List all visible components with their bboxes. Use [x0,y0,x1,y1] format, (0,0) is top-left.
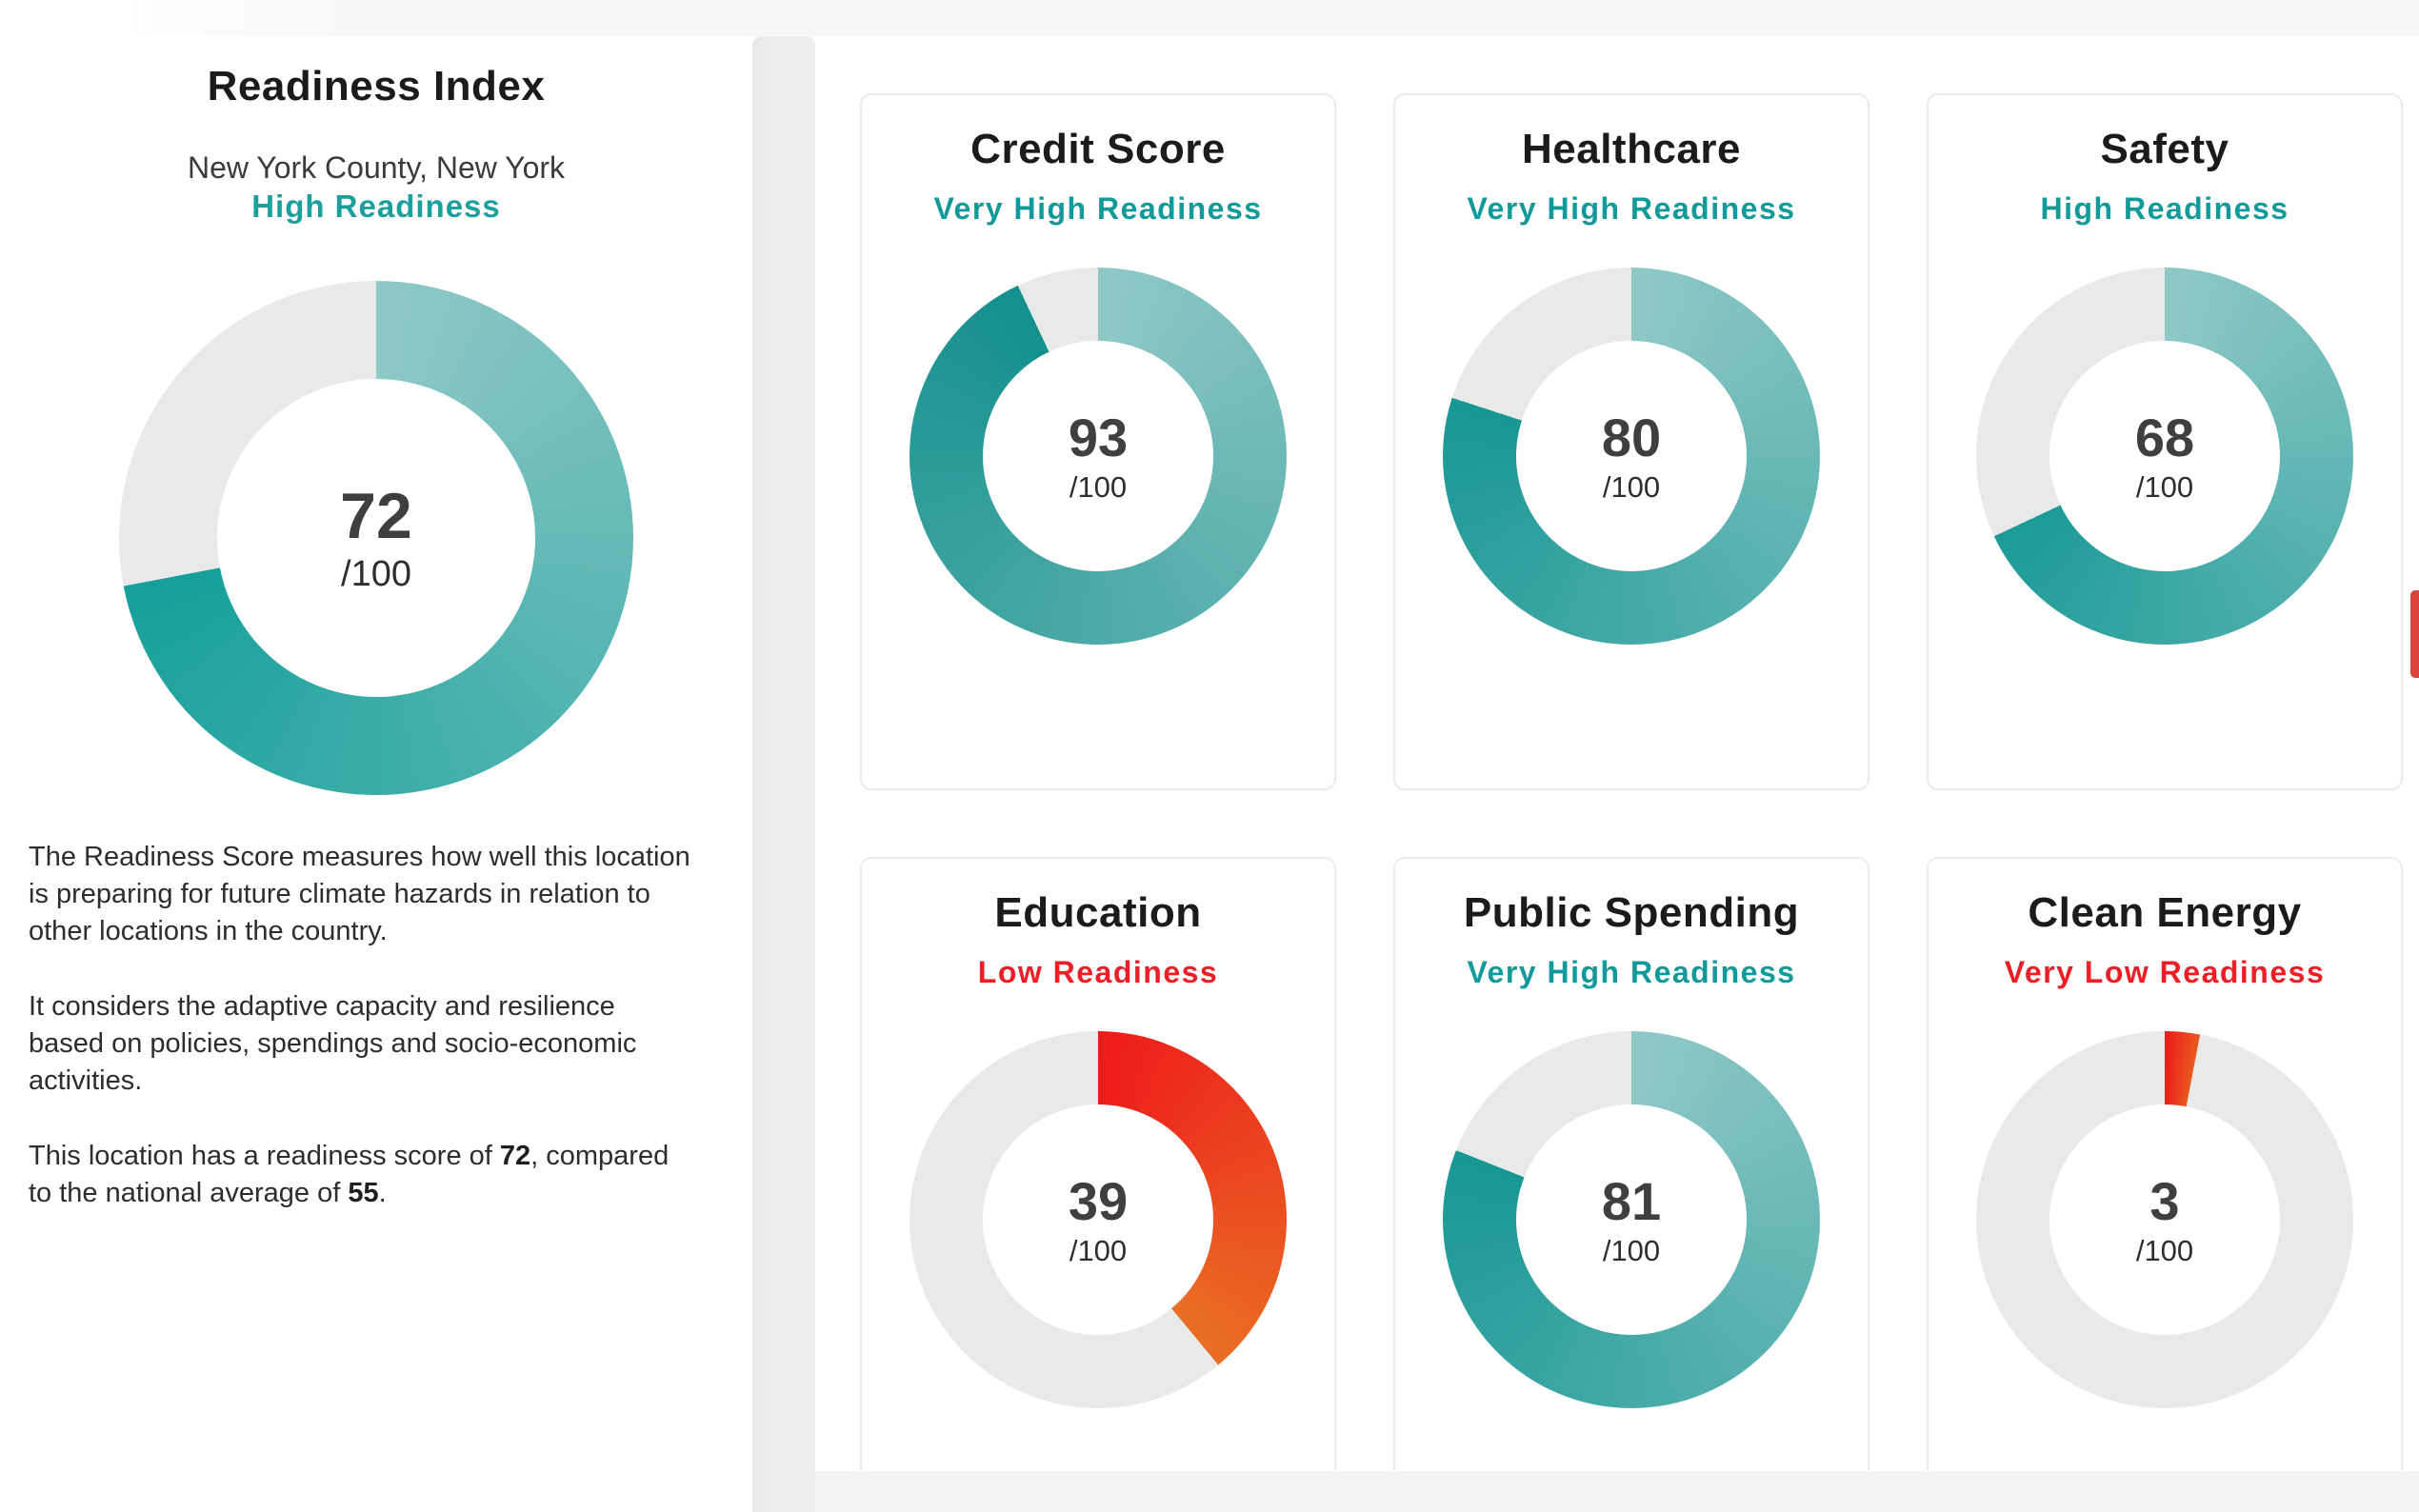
card-title: Healthcare [1521,126,1741,172]
gauge-score-value: 81 [1601,1170,1662,1231]
gauge-score: 93 /100 [910,268,1287,645]
card-status-label: High Readiness [2040,191,2289,226]
category-card-clean-energy: Clean Energy Very Low Readiness 3 /100 [1927,857,2403,1512]
gauge-score-value: 93 [1068,407,1129,468]
gauge-score: 3 /100 [1976,1031,2353,1408]
location-label: New York County, New York [187,150,566,185]
description-paragraph: This location has a readiness score of 7… [29,1141,670,1208]
category-card-public-spending: Public Spending Very High Readiness 81 /… [1393,857,1869,1512]
readiness-description: The Readiness Score measures how well th… [29,839,695,1212]
gauge-score-value: 3 [2149,1170,2180,1231]
category-cards-grid: Credit Score Very High Readiness 93 /100… [860,93,2403,1512]
gauge-score-denominator: /100 [1602,469,1661,504]
offscreen-red-element-fragment [2410,590,2419,678]
gauge-score-value: 68 [2134,407,2195,468]
safety-gauge: 68 /100 [1976,268,2353,645]
gauge-score-denominator: /100 [341,554,411,594]
gauge-score-value: 80 [1601,407,1662,468]
card-status-label: Very High Readiness [1467,191,1796,226]
card-title: Public Spending [1463,889,1800,936]
top-band [133,0,2419,36]
readiness-score-inline: 72 [499,1141,531,1171]
page-title: Readiness Index [207,63,546,109]
card-title: Credit Score [970,126,1226,172]
category-card-education: Education Low Readiness 39 /100 [860,857,1336,1512]
gauge-score: 80 /100 [1443,268,1820,645]
gauge-score-denominator: /100 [1069,469,1128,504]
credit-score-gauge: 93 /100 [910,268,1287,645]
gauge-score-value: 39 [1068,1170,1129,1231]
gauge-hole [1516,1104,1747,1335]
gauge-hole [217,379,535,697]
card-status-label: Very High Readiness [933,191,1263,226]
gauge-hole [2049,1104,2280,1335]
category-card-healthcare: Healthcare Very High Readiness 80 /100 [1393,93,1869,790]
description-paragraph: It considers the adaptive capacity and r… [29,991,637,1096]
gauge-score-value: 72 [340,480,412,552]
category-card-credit-score: Credit Score Very High Readiness 93 /100 [860,93,1336,790]
readiness-index-panel: Readiness Index New York County, New Yor… [0,36,752,1512]
gauge-hole [2049,341,2280,571]
card-status-label: Very High Readiness [1467,955,1796,989]
vertical-scrollbar[interactable] [752,36,815,1512]
category-card-safety: Safety High Readiness 68 /100 [1927,93,2403,790]
readiness-level-label: High Readiness [251,189,501,224]
gauge-score: 68 /100 [1976,268,2353,645]
card-title: Clean Energy [2028,889,2302,936]
gauge-hole [1516,341,1747,571]
gauge-score-denominator: /100 [1602,1233,1661,1267]
public-spending-gauge: 81 /100 [1443,1031,1820,1408]
readiness-gauge: 72 /100 [119,281,633,795]
card-title: Education [994,889,1202,936]
card-status-label: Low Readiness [977,955,1219,989]
gauge-score-denominator: /100 [2135,1233,2194,1267]
description-paragraph: The Readiness Score measures how well th… [29,842,690,946]
healthcare-gauge: 80 /100 [1443,268,1820,645]
gauge-score-denominator: /100 [1069,1233,1128,1267]
bottom-band [815,1471,2419,1512]
card-title: Safety [2100,126,2229,172]
gauge-hole [983,1104,1213,1335]
card-status-label: Very Low Readiness [2004,955,2326,989]
gauge-score-denominator: /100 [2135,469,2194,504]
gauge-score: 72 /100 [119,281,633,795]
clean-energy-gauge: 3 /100 [1976,1031,2353,1408]
gauge-score: 39 /100 [910,1031,1287,1408]
gauge-hole [983,341,1213,571]
national-average-inline: 55 [348,1178,379,1208]
gauge-score: 81 /100 [1443,1031,1820,1408]
education-gauge: 39 /100 [910,1031,1287,1408]
